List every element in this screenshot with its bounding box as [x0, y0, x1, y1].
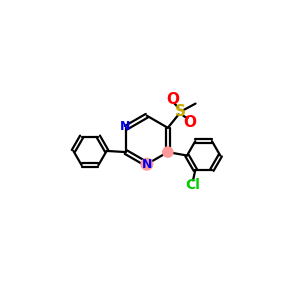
Circle shape [141, 158, 153, 170]
Text: Cl: Cl [186, 178, 200, 192]
Text: O: O [183, 115, 196, 130]
Text: N: N [142, 158, 152, 171]
Text: N: N [119, 120, 130, 133]
Text: O: O [166, 92, 179, 107]
Circle shape [163, 147, 173, 157]
Text: S: S [175, 104, 186, 119]
